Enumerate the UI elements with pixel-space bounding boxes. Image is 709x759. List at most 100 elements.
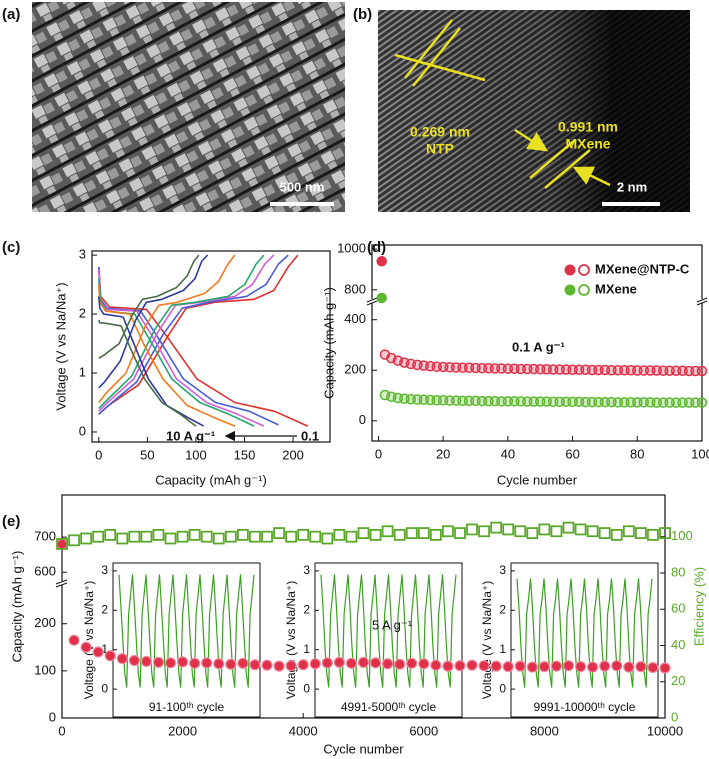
efficiency-point xyxy=(104,528,117,541)
axis-break xyxy=(55,582,68,588)
inset-y-tick-label: 0 xyxy=(101,681,108,695)
axis-break-gap xyxy=(58,581,66,585)
efficiency-point xyxy=(526,527,539,539)
capacity-point xyxy=(418,658,430,670)
efficiency-point xyxy=(647,528,659,541)
legend-label: MXene xyxy=(595,281,637,296)
efficiency-point xyxy=(514,525,527,538)
x-tick-label: 50 xyxy=(140,447,154,462)
capacity-point xyxy=(261,659,273,671)
efficiency-point xyxy=(659,527,671,539)
y-tick-label: 0 xyxy=(49,709,56,724)
inset-y-tick-label: 1 xyxy=(101,642,108,656)
efficiency-point xyxy=(454,527,466,539)
capacity-point xyxy=(116,652,128,665)
voltage-curve xyxy=(98,254,265,427)
capacity-point xyxy=(538,661,551,673)
annotation: NTP xyxy=(426,141,454,157)
y2-tick-label: 20 xyxy=(671,673,685,688)
data-point xyxy=(376,256,387,267)
annotation: 0.1 A g⁻¹ xyxy=(512,339,565,354)
y-tick-label: 2 xyxy=(79,306,86,321)
voltage-profile xyxy=(320,574,457,688)
x-tick-label: 4000 xyxy=(289,723,318,738)
capacity-point xyxy=(635,661,647,673)
legend-label: MXene@NTP-C xyxy=(595,261,690,276)
x-tick-label: 40 xyxy=(501,446,515,461)
capacity-point xyxy=(490,660,502,672)
efficiency-point xyxy=(249,530,261,543)
y-tick-label: 700 xyxy=(34,529,56,544)
efficiency-point xyxy=(152,528,165,541)
legend-marker xyxy=(564,284,576,296)
x-tick-label: 8000 xyxy=(530,723,559,738)
efficiency-point xyxy=(574,523,587,536)
efficiency-point xyxy=(285,530,298,543)
capacity-point xyxy=(56,538,68,550)
capacity-point xyxy=(574,661,587,673)
voltage-profile xyxy=(516,578,653,688)
x-tick-label: 0 xyxy=(375,446,382,461)
efficiency-point xyxy=(538,523,551,536)
efficiency-point xyxy=(562,521,575,534)
x-tick-label: 2000 xyxy=(168,723,197,738)
legend-marker xyxy=(578,264,590,276)
annotation: MXene xyxy=(565,136,610,152)
capacity-point xyxy=(249,659,261,671)
capacity-point xyxy=(611,660,623,672)
y-tick-label: 800 xyxy=(344,281,366,296)
inset-y-tick-label: 0 xyxy=(303,681,310,695)
efficiency-point xyxy=(164,532,177,545)
efficiency-point xyxy=(442,525,454,538)
inset-y-tick-label: 3 xyxy=(303,563,310,577)
axis-break xyxy=(366,300,378,306)
capacity-point xyxy=(562,660,575,672)
plot-frame xyxy=(371,244,703,442)
y-tick-label: 3 xyxy=(79,247,86,262)
legend-marker xyxy=(578,284,590,296)
efficiency-point xyxy=(610,528,623,541)
efficiency-point xyxy=(92,530,105,543)
data-point xyxy=(696,397,708,408)
inset-caption: 91-100ᵗʰ cycle xyxy=(149,700,225,714)
x-tick-label: 0 xyxy=(58,723,65,738)
capacity-point xyxy=(140,655,153,668)
y-tick-label: 1 xyxy=(79,364,86,379)
efficiency-point xyxy=(429,528,442,541)
inset-y-tick-label: 0 xyxy=(499,681,506,695)
efficiency-point xyxy=(309,530,322,543)
efficiency-point xyxy=(224,530,237,543)
y-axis-label: Voltage (V vs Na/Na⁺) xyxy=(53,282,68,410)
efficiency-point xyxy=(478,525,491,538)
efficiency-point xyxy=(345,530,358,543)
capacity-point xyxy=(550,660,563,672)
capacity-point xyxy=(177,656,189,668)
efficiency-point xyxy=(176,530,189,543)
inset-y-tick-label: 3 xyxy=(499,563,506,577)
capacity-point xyxy=(357,656,370,668)
inset-y-tick-label: 2 xyxy=(303,602,310,616)
x-axis-label: Capacity (mAh g⁻¹) xyxy=(155,472,267,487)
efficiency-point xyxy=(273,527,285,539)
data-point xyxy=(376,292,387,304)
capacity-point xyxy=(478,660,490,672)
efficiency-point xyxy=(634,527,647,539)
capacity-point xyxy=(659,662,671,674)
voltage-curve xyxy=(98,254,236,427)
voltage-curve xyxy=(98,254,200,427)
efficiency-point xyxy=(321,532,334,545)
annotation: 10 A g⁻¹ xyxy=(166,428,215,443)
capacity-point xyxy=(285,660,297,672)
efficiency-point xyxy=(381,525,394,538)
panel-label: (b) xyxy=(353,6,372,23)
capacity-point xyxy=(454,660,466,672)
voltage-curve xyxy=(98,254,309,427)
capacity-point xyxy=(647,661,659,674)
capacity-point xyxy=(309,658,321,670)
inset-y-label: Voltage (V vs Na/Na⁺) xyxy=(284,581,298,699)
plot-frame xyxy=(91,250,331,443)
tem-shade xyxy=(378,10,690,212)
y2-tick-label: 40 xyxy=(671,637,685,652)
efficiency-point xyxy=(550,525,563,538)
